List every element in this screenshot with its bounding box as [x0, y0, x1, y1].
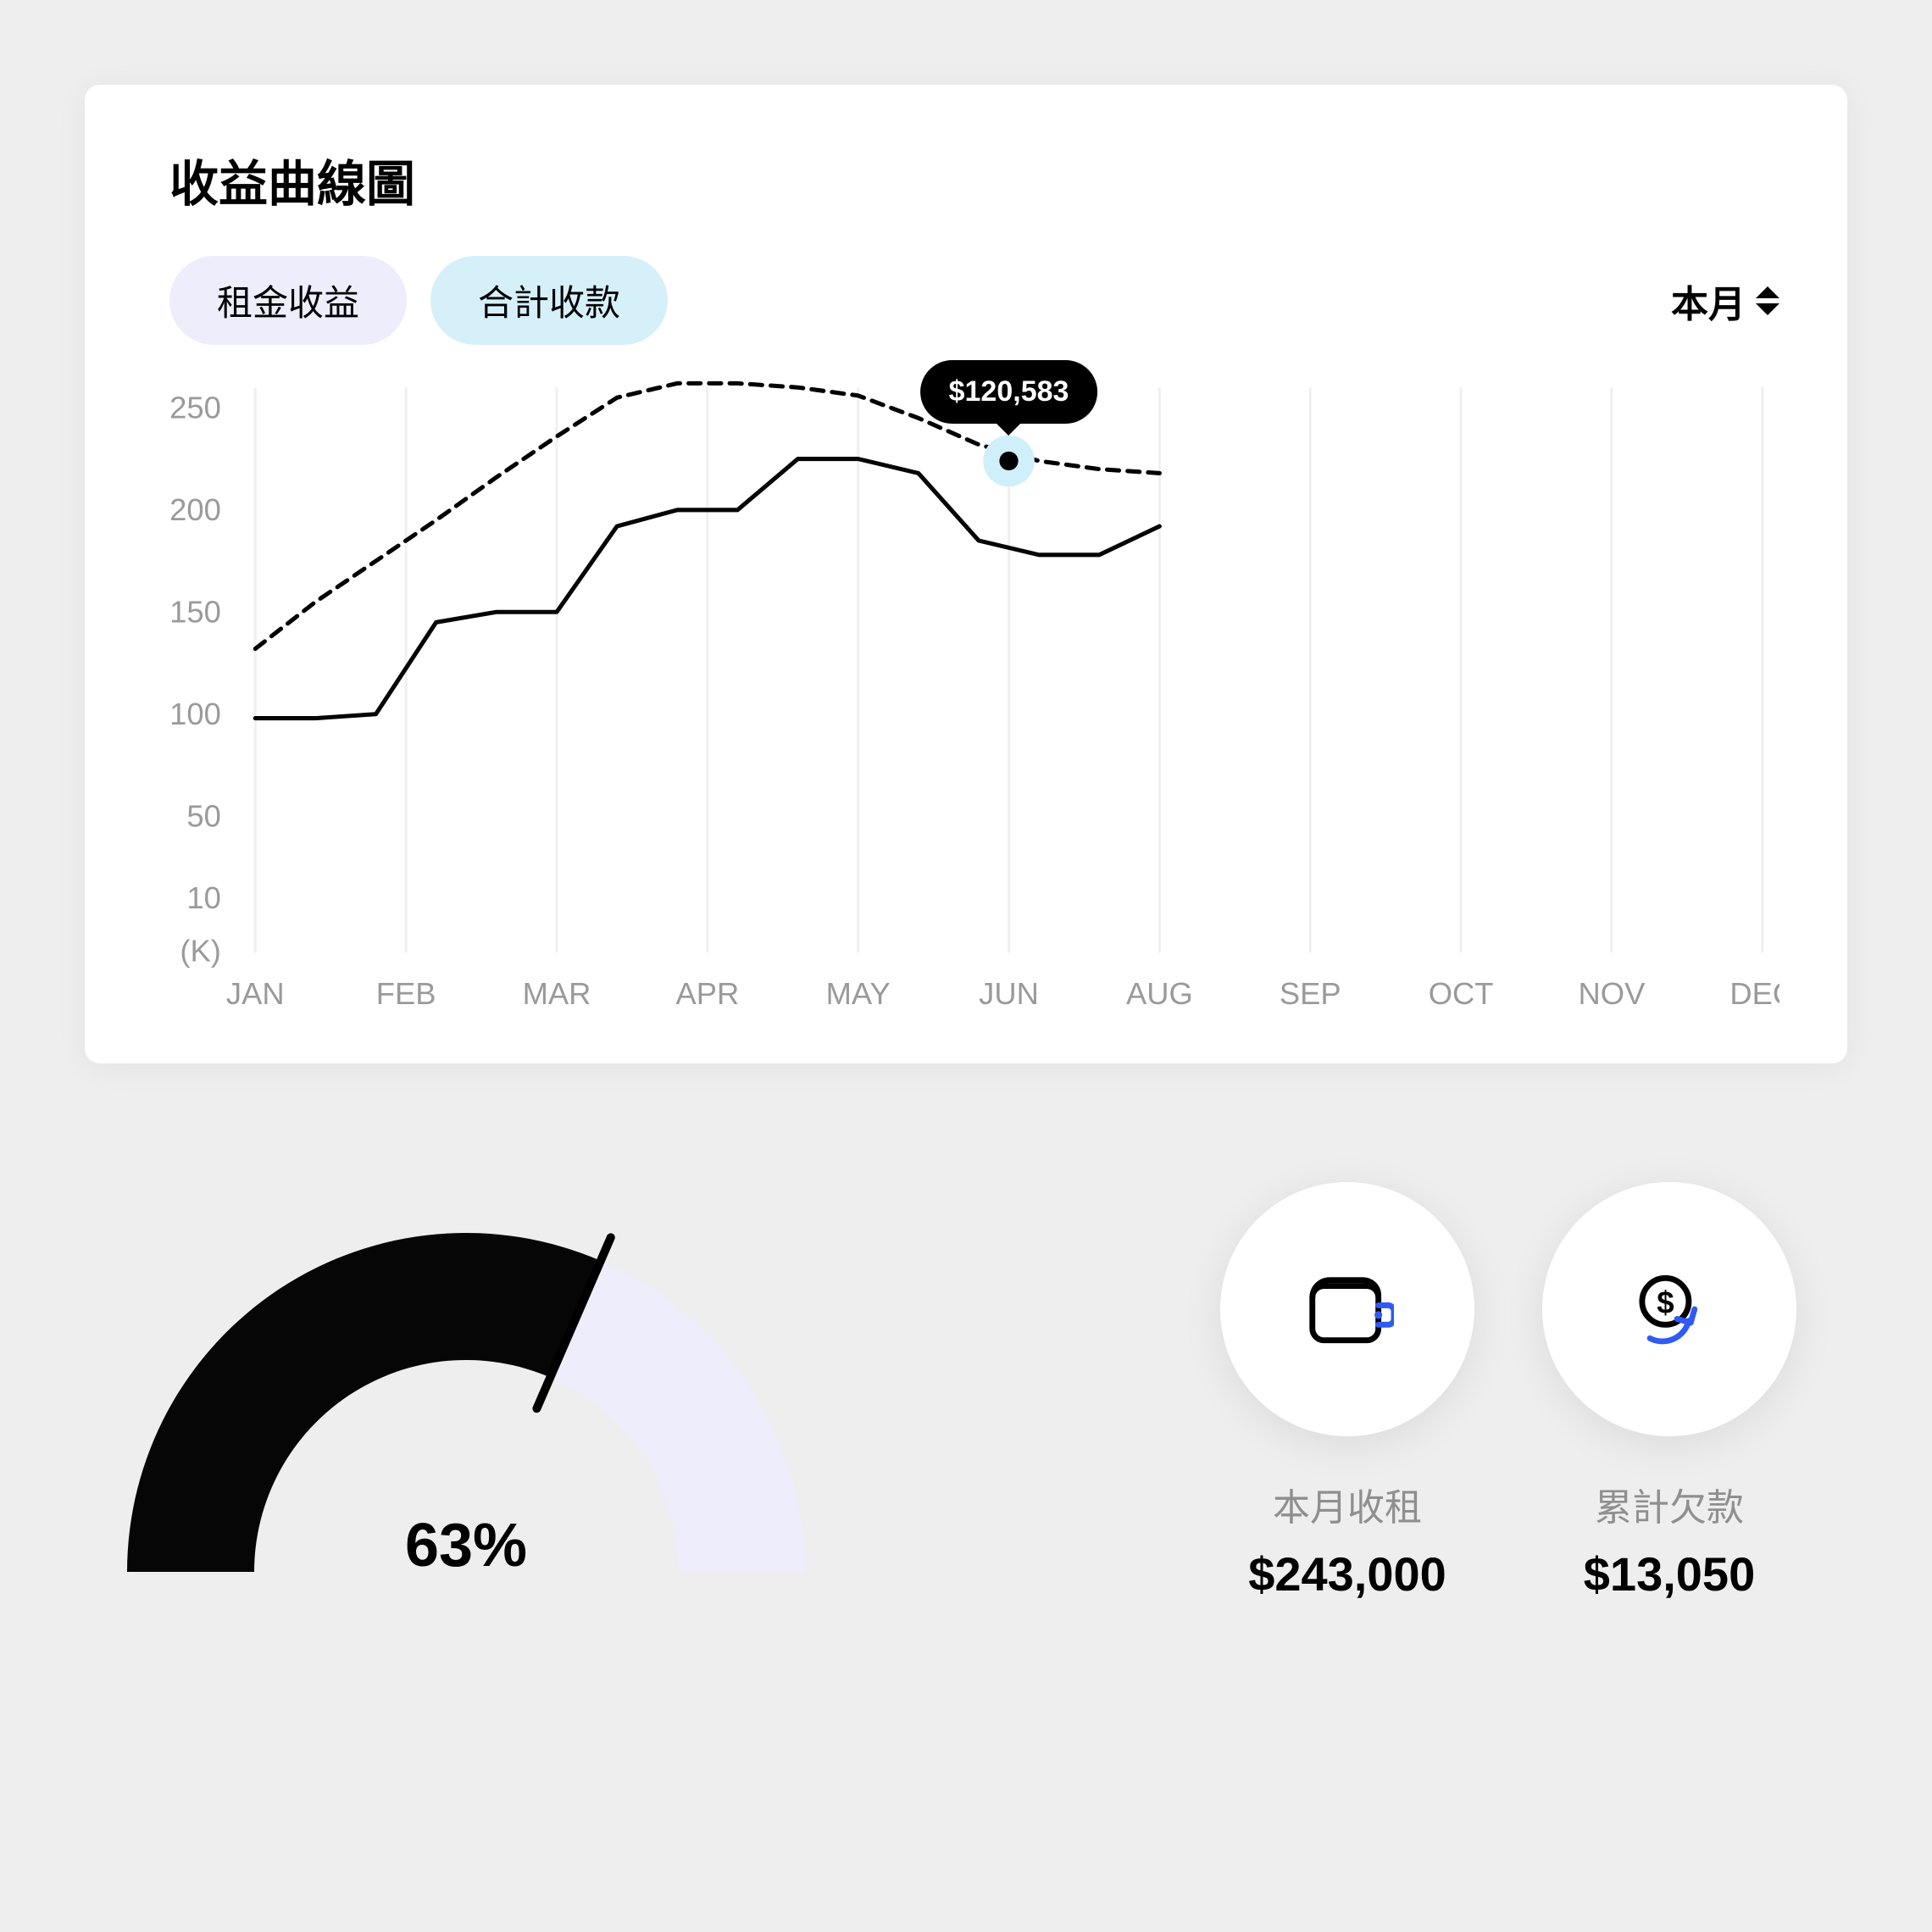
wallet-icon	[1301, 1263, 1394, 1356]
svg-text:MAR: MAR	[523, 976, 591, 1011]
svg-text:JAN: JAN	[226, 976, 285, 1011]
metric-label: 累計欠款	[1542, 1477, 1796, 1531]
gauge-percent-label: 63%	[405, 1511, 527, 1580]
svg-text:FEB: FEB	[376, 976, 436, 1011]
metric-icon-circle	[1220, 1182, 1474, 1436]
chart-area: JAN FEB MAR APR MAY JUN AUG SEP OCT NOV DEC 250 200 1…	[153, 370, 1779, 1021]
svg-text:(K): (K)	[180, 933, 220, 968]
stats-row: 63% 本月收租 $243,000 $	[85, 1182, 1847, 1602]
svg-text:DEC: DEC	[1729, 976, 1779, 1011]
svg-text:OCT: OCT	[1429, 976, 1494, 1011]
chart-tooltip: $120,583	[920, 360, 1098, 424]
svg-text:250: 250	[169, 390, 221, 425]
svg-text:150: 150	[169, 594, 221, 629]
chart-title: 收益曲線圖	[169, 144, 1779, 215]
svg-text:50: 50	[186, 798, 220, 833]
metric-value: $243,000	[1220, 1546, 1474, 1602]
sort-icon	[1756, 286, 1779, 315]
coin-refresh-icon: $	[1623, 1263, 1716, 1356]
svg-text:AUG: AUG	[1126, 976, 1193, 1011]
tab-total-collect[interactable]: 合計收款	[430, 256, 668, 345]
svg-text:MAY: MAY	[826, 976, 891, 1011]
svg-text:10: 10	[186, 880, 220, 915]
chart-toolbar: 租金收益 合計收款 本月	[169, 256, 1779, 345]
svg-text:$: $	[1657, 1285, 1674, 1320]
svg-text:SEP: SEP	[1280, 976, 1341, 1011]
line-chart: JAN FEB MAR APR MAY JUN AUG SEP OCT NOV DEC 250 200 1…	[153, 370, 1779, 1021]
svg-text:100: 100	[169, 697, 221, 731]
svg-text:JUN: JUN	[979, 976, 1039, 1011]
svg-text:NOV: NOV	[1579, 976, 1646, 1011]
svg-text:APR: APR	[675, 976, 739, 1011]
gauge: 63%	[85, 1182, 847, 1589]
chart-card: 收益曲線圖 租金收益 合計收款 本月 JAN FEB MAR APR MAY JUN AUG…	[85, 85, 1847, 1063]
metric-value: $13,050	[1542, 1546, 1796, 1602]
metric-label: 本月收租	[1220, 1477, 1474, 1531]
metric-icon-circle: $	[1542, 1182, 1796, 1436]
period-label: 本月	[1671, 274, 1746, 328]
metric-total-owed: $ 累計欠款 $13,050	[1542, 1182, 1796, 1602]
metric-month-collect: 本月收租 $243,000	[1220, 1182, 1474, 1602]
metrics: 本月收租 $243,000 $ 累計欠款 $13,050	[1220, 1182, 1847, 1602]
tab-rent-income[interactable]: 租金收益	[169, 256, 407, 345]
period-select[interactable]: 本月	[1671, 274, 1779, 328]
svg-text:200: 200	[169, 492, 221, 527]
tooltip-value: $120,583	[949, 375, 1069, 408]
